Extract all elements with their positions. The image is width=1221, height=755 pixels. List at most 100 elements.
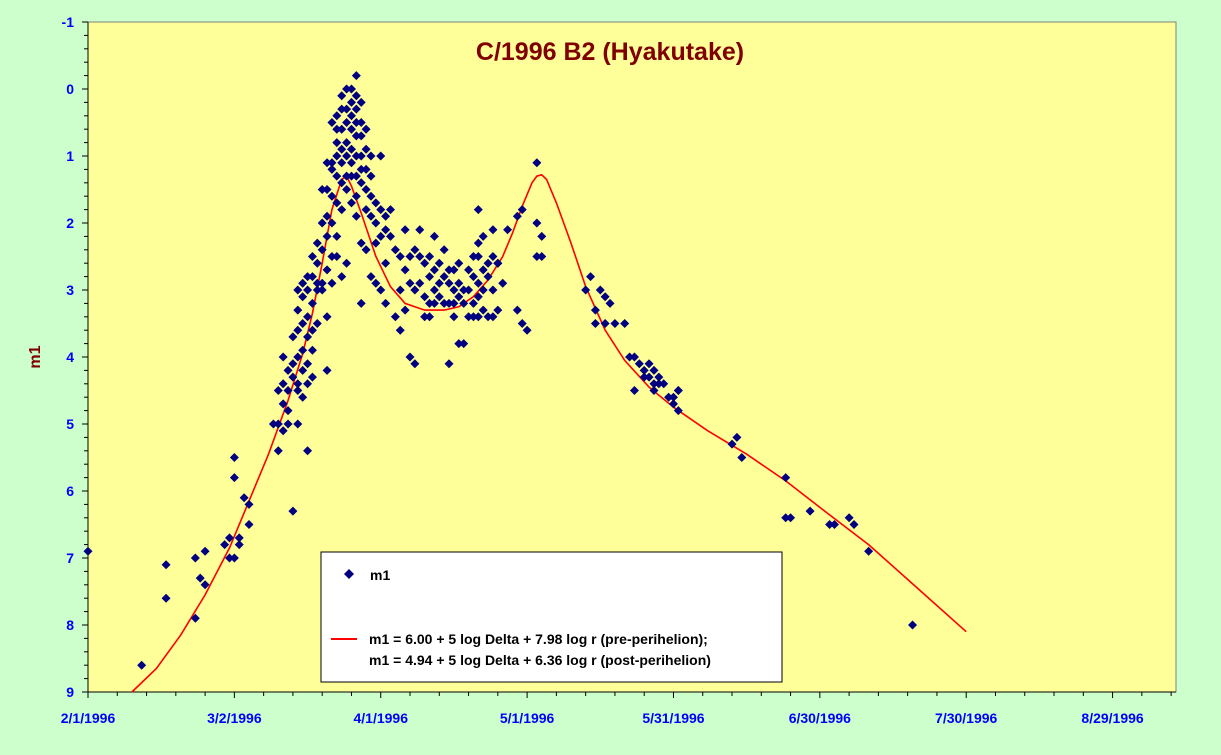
- x-tick-label: 6/30/1996: [789, 710, 851, 726]
- data-point: [468, 252, 478, 261]
- data-point: [229, 553, 239, 563]
- data-point: [229, 453, 239, 462]
- data-point: [200, 546, 210, 556]
- data-point: [581, 285, 591, 295]
- data-point: [278, 379, 288, 389]
- data-point: [805, 506, 815, 516]
- data-point: [361, 185, 371, 194]
- x-axis: 2/1/1996 3/2/1996 4/1/1996 5/1/1996 5/31/199…: [61, 691, 1176, 726]
- data-point: [303, 272, 313, 282]
- data-point: [454, 339, 464, 349]
- data-point: [351, 191, 361, 201]
- data-point: [629, 352, 639, 362]
- data-point: [483, 272, 493, 282]
- data-point: [307, 272, 317, 282]
- legend-label-m1: m1: [370, 567, 390, 583]
- data-point: [298, 278, 308, 288]
- data-point: [649, 379, 659, 389]
- data-point: [342, 84, 352, 94]
- y-axis: -1 0 1 2 3 4 5 6 7 8 9: [62, 14, 89, 700]
- data-point: [322, 158, 332, 168]
- data-points-layer: [83, 71, 918, 670]
- data-point: [425, 298, 435, 308]
- data-point: [610, 319, 620, 328]
- data-point: [342, 104, 352, 114]
- data-point: [351, 151, 361, 161]
- data-point: [351, 211, 361, 221]
- data-point: [288, 506, 298, 516]
- data-point: [444, 298, 454, 308]
- x-tick-label: 8/29/1996: [1081, 710, 1143, 726]
- data-point: [459, 285, 469, 295]
- data-point: [361, 124, 371, 134]
- data-point: [449, 312, 459, 322]
- x-tick-label: 7/30/1996: [935, 710, 997, 726]
- data-point: [361, 205, 371, 215]
- data-point: [322, 365, 332, 375]
- data-point: [366, 191, 376, 201]
- data-point: [425, 312, 435, 322]
- data-point: [327, 278, 337, 288]
- data-point: [351, 118, 361, 127]
- data-point: [473, 278, 483, 288]
- data-point: [727, 439, 737, 449]
- data-point: [332, 151, 342, 161]
- data-point: [420, 258, 430, 268]
- data-point: [459, 339, 469, 349]
- data-point: [586, 272, 596, 282]
- data-point: [307, 372, 317, 382]
- data-point: [366, 171, 376, 181]
- data-point: [376, 205, 386, 215]
- data-point: [532, 218, 542, 228]
- data-point: [332, 252, 342, 261]
- data-point: [342, 151, 352, 161]
- data-point: [307, 325, 317, 335]
- data-point: [332, 171, 342, 181]
- data-point: [464, 265, 474, 275]
- data-point: [371, 198, 381, 208]
- data-point: [322, 185, 332, 194]
- y-tick-label: 6: [66, 483, 74, 499]
- data-point: [444, 359, 454, 369]
- data-point: [664, 392, 674, 402]
- data-point: [327, 118, 337, 127]
- data-point: [464, 285, 474, 295]
- data-point: [346, 84, 356, 94]
- data-point: [366, 272, 376, 282]
- data-point: [488, 252, 498, 261]
- data-point: [473, 238, 483, 248]
- data-point: [410, 245, 420, 255]
- data-point: [351, 131, 361, 141]
- data-point: [288, 359, 298, 369]
- data-point: [849, 520, 859, 529]
- data-point: [361, 144, 371, 154]
- data-point: [478, 285, 488, 295]
- data-point: [371, 278, 381, 288]
- data-point: [629, 386, 639, 395]
- data-point: [273, 446, 283, 456]
- data-point: [346, 171, 356, 181]
- data-point: [293, 325, 303, 335]
- data-point: [429, 298, 439, 308]
- data-point: [268, 419, 278, 429]
- data-point: [376, 231, 386, 241]
- data-point: [478, 231, 488, 241]
- data-point: [332, 111, 342, 121]
- data-point: [454, 278, 464, 288]
- data-point: [342, 171, 352, 181]
- data-point: [356, 151, 366, 161]
- data-point: [273, 386, 283, 395]
- data-point: [439, 272, 449, 282]
- data-point: [429, 285, 439, 295]
- data-point: [434, 292, 444, 302]
- data-point: [381, 211, 391, 221]
- data-point: [342, 258, 352, 268]
- y-tick-label: 0: [66, 81, 74, 97]
- data-point: [825, 520, 835, 529]
- data-point: [517, 205, 527, 215]
- data-point: [420, 312, 430, 322]
- data-point: [654, 372, 664, 382]
- data-point: [429, 231, 439, 241]
- data-point: [600, 319, 610, 328]
- legend-label-fit-post: m1 = 4.94 + 5 log Delta + 6.36 log r (po…: [369, 652, 711, 668]
